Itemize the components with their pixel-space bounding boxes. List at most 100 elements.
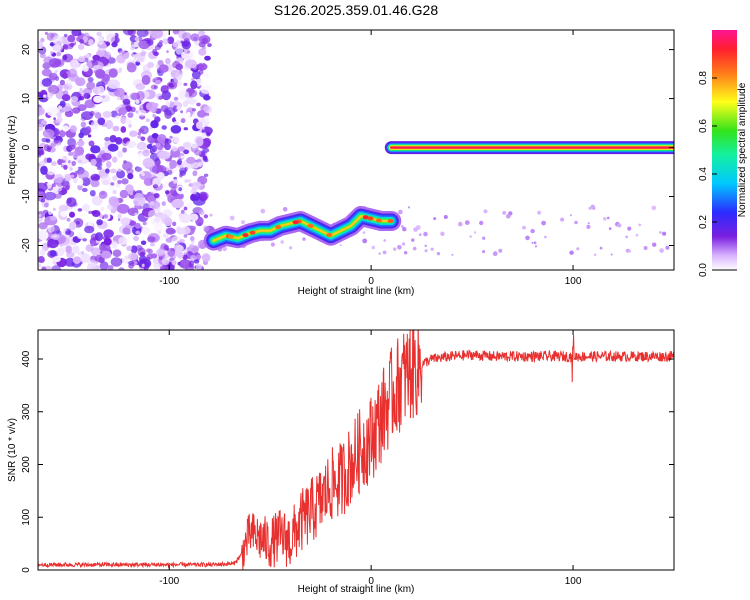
heatmap-noise-cell <box>177 158 183 166</box>
heatmap-noise-cell <box>170 125 182 134</box>
heatmap-noise-cell <box>87 220 94 227</box>
snr-xtick-label: 100 <box>565 576 582 587</box>
heatmap-noise-cell <box>90 158 97 166</box>
heatmap-noise-cell <box>188 179 192 183</box>
heatmap-noise-cell <box>179 213 192 224</box>
heatmap-faint-cell <box>282 207 288 212</box>
heatmap-noise-cell <box>189 236 195 242</box>
heatmap-noise-cell <box>138 258 152 269</box>
heatmap-noise-cell <box>178 259 192 269</box>
heatmap-noise-cell <box>110 198 120 208</box>
heatmap-noise-cell <box>179 167 187 174</box>
heatmap-noise-cell <box>150 84 159 90</box>
heatmap-noise-cell <box>172 180 177 184</box>
heatmap-faint-cell <box>260 208 266 214</box>
heatmap-noise-cell <box>159 40 163 44</box>
heatmap-noise-cell <box>91 247 101 256</box>
heatmap-noise-cell <box>65 245 72 253</box>
heatmap-noise-cell <box>149 201 155 206</box>
heatmap-noise-cell <box>195 263 202 270</box>
heatmap-noise-cell <box>39 160 46 167</box>
heatmap-noise-cell <box>145 248 151 253</box>
heatmap-noise-cell <box>175 45 184 55</box>
colorbar-tick-label: 0.2 <box>698 215 709 229</box>
heatmap-faint-cell <box>222 246 227 252</box>
heatmap-frame <box>37 29 675 271</box>
heatmap-noise-cell <box>135 83 146 91</box>
heatmap-noise-cell <box>50 142 57 148</box>
heatmap-noise-cell <box>203 105 212 114</box>
heatmap-noise-cell <box>141 75 151 85</box>
heatmap-noise-cell <box>66 79 72 87</box>
heatmap-noise-cell <box>147 236 156 243</box>
heatmap-noise-cell <box>93 95 103 104</box>
heatmap-noise-cell <box>173 136 180 144</box>
heatmap-noise-cell <box>70 174 75 178</box>
heatmap-noise-cell <box>202 147 210 153</box>
heatmap-noise-cell <box>91 195 103 206</box>
heatmap-noise-cell <box>176 105 182 110</box>
heatmap-noise-cell <box>110 257 123 267</box>
heatmap-noise-cell <box>117 218 121 221</box>
heatmap-noise-cell <box>102 51 111 59</box>
heatmap-noise-cell <box>118 267 125 270</box>
heatmap-noise-cell <box>199 84 212 95</box>
heatmap-noise-cell <box>65 228 72 236</box>
heatmap-noise-cell <box>43 94 47 98</box>
heatmap-noise-cell <box>156 248 166 256</box>
snr-frame <box>37 329 675 571</box>
heatmap-noise-cell <box>164 138 169 143</box>
heatmap-noise-cell <box>116 96 121 101</box>
heatmap-noise-cell <box>180 209 185 214</box>
heatmap-noise-cell <box>162 38 169 45</box>
heatmap-hot-cell <box>307 223 314 228</box>
heatmap-noise-cell <box>77 208 83 212</box>
heatmap-noise-cell <box>109 135 117 143</box>
heatmap-noise-cell <box>175 63 183 71</box>
heatmap-noise-cell <box>38 213 42 218</box>
heatmap-noise-cell <box>88 140 95 147</box>
heatmap-noise-cell <box>122 98 131 105</box>
heatmap-noise-cell <box>78 32 82 36</box>
heatmap-faint-cell <box>498 248 503 253</box>
heatmap-ytick-label: -10 <box>21 189 32 204</box>
heatmap-noise-cell <box>182 254 188 260</box>
heatmap-faint-cell <box>402 227 407 232</box>
heatmap-faint-cell <box>397 245 402 250</box>
heatmap-noise-cell <box>141 226 151 235</box>
heatmap-noise-cell <box>75 77 86 87</box>
heatmap-noise-cell <box>181 32 192 41</box>
heatmap-hot-cell <box>242 233 249 238</box>
heatmap-noise-cell <box>49 250 57 257</box>
heatmap-noise-cell <box>161 125 167 130</box>
heatmap-noise-cell <box>51 265 62 270</box>
heatmap-noise-cell <box>111 240 118 249</box>
heatmap-noise-cell <box>121 178 129 185</box>
heatmap-noise-cell <box>70 96 79 103</box>
heatmap-noise-cell <box>138 128 145 133</box>
heatmap-noise-cell <box>134 36 139 42</box>
heatmap-ytick-label: 0 <box>21 144 32 150</box>
heatmap-faint-cell <box>659 231 662 234</box>
heatmap-noise-cell <box>48 72 58 81</box>
heatmap-noise-cell <box>44 191 57 201</box>
heatmap-ylabel: Frequency (Hz) <box>7 116 18 185</box>
heatmap-noise-cell <box>142 157 154 168</box>
heatmap-faint-cell <box>371 245 376 250</box>
heatmap-noise-cell <box>143 128 147 133</box>
heatmap-noise-cell <box>91 210 101 217</box>
heatmap-noise-cell <box>184 59 198 69</box>
heatmap-noise-cell <box>173 176 178 180</box>
heatmap-noise-cell <box>38 123 44 132</box>
heatmap-noise-cell <box>199 193 208 202</box>
heatmap-noise-cell <box>127 252 138 261</box>
heatmap-faint-cell <box>537 210 542 215</box>
heatmap-noise-cell <box>59 129 66 138</box>
heatmap-noise-cell <box>183 127 188 131</box>
heatmap-noise-cell <box>163 244 169 250</box>
heatmap-faint-cell <box>590 204 595 209</box>
heatmap-noise-cell <box>130 245 138 254</box>
heatmap-noise-cell <box>115 137 123 145</box>
heatmap-noise-cell <box>188 264 194 268</box>
